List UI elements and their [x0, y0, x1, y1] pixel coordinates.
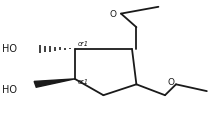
Text: or1: or1: [78, 79, 89, 85]
Text: or1: or1: [78, 41, 89, 47]
Text: HO: HO: [2, 85, 17, 95]
Text: O: O: [167, 78, 174, 87]
Text: HO: HO: [2, 44, 17, 54]
Text: O: O: [110, 10, 117, 19]
Polygon shape: [34, 79, 75, 87]
